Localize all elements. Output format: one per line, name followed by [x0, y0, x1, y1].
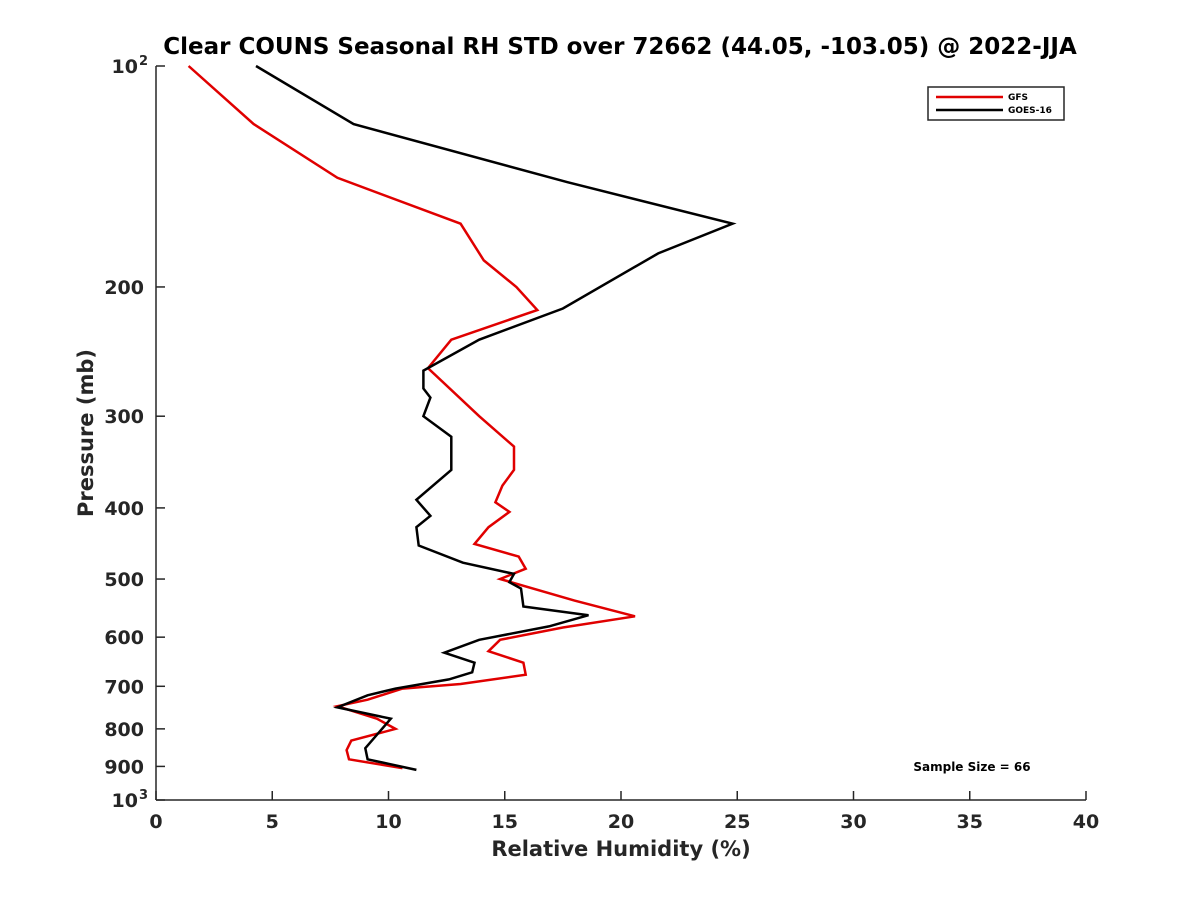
- y-tick-label: 900: [104, 756, 144, 778]
- x-tick-label: 5: [266, 811, 279, 833]
- y-tick-exponent: 2: [139, 54, 148, 69]
- y-tick-label: 200: [104, 277, 144, 299]
- x-ticks: 0 5 10 15 20 25 30 35 40: [149, 791, 1099, 833]
- x-tick-label: 30: [840, 811, 866, 833]
- y-tick-label: 500: [104, 569, 144, 591]
- y-tick-label: 400: [104, 498, 144, 520]
- legend-box: [927, 86, 1065, 121]
- x-tick-label: 35: [957, 811, 983, 833]
- x-tick-label: 20: [608, 811, 634, 833]
- y-tick-label: 600: [104, 627, 144, 649]
- x-tick-label: 15: [492, 811, 518, 833]
- x-tick-label: 40: [1073, 811, 1099, 833]
- sample-size-annotation: Sample Size = 66: [913, 760, 1030, 774]
- y-tick-label: 700: [104, 676, 144, 698]
- y-tick-label: 300: [104, 406, 144, 428]
- x-axis-label: Relative Humidity (%): [491, 837, 750, 861]
- y-tick-label: 800: [104, 719, 144, 741]
- legend-label-goes16: GOES-16: [1008, 106, 1052, 116]
- x-tick-label: 0: [149, 811, 162, 833]
- chart-title: Clear COUNS Seasonal RH STD over 72662 (…: [163, 34, 1077, 60]
- series-line-goes16: [255, 64, 737, 772]
- x-tick-label: 10: [375, 811, 401, 833]
- y-tick-label: 10: [112, 790, 138, 812]
- x-tick-label: 25: [724, 811, 750, 833]
- y-tick-label: 10: [112, 56, 138, 78]
- legend: GFS GOES-16: [927, 86, 1065, 121]
- y-tick-exponent: 3: [139, 788, 148, 803]
- plot-lines: [187, 64, 737, 772]
- y-axis-label: Pressure (mb): [74, 349, 98, 517]
- legend-label-gfs: GFS: [1008, 93, 1028, 103]
